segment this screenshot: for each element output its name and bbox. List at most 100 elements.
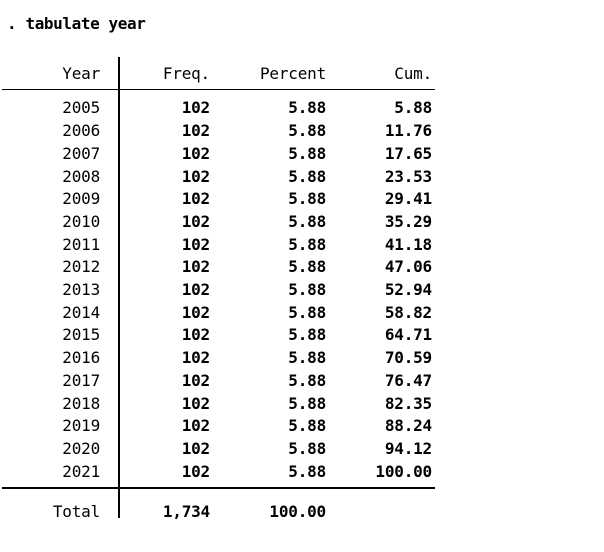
cell-cum: 17.65	[384, 143, 432, 163]
cell-cum: 52.94	[384, 280, 432, 300]
table-body: 2005 102 5.88 5.88 2006 102 5.88 11.76 2007 102 5.…	[0, 90, 437, 487]
cell-percent: 5.88	[288, 302, 326, 322]
cell-percent: 5.88	[288, 234, 326, 254]
cell-freq: 102	[181, 257, 211, 277]
cell-freq: 102	[181, 416, 211, 436]
table-row: 2021 102 5.88 100.00	[0, 461, 437, 484]
cell-freq: 102	[181, 370, 211, 390]
total-cum	[326, 500, 432, 523]
cell-cum: 11.76	[384, 121, 432, 141]
cell-percent: 5.88	[288, 438, 326, 458]
table-row: 2007 102 5.88 17.65	[0, 143, 437, 166]
table-row: 2008 102 5.88 23.53	[0, 166, 437, 189]
cell-year: 2009	[62, 189, 100, 209]
cell-year: 2019	[62, 416, 100, 436]
table-row: 2005 102 5.88 5.88	[0, 97, 437, 120]
header-rule	[2, 89, 435, 91]
cell-cum: 23.53	[384, 166, 432, 186]
cell-cum: 35.29	[384, 211, 432, 231]
cell-freq: 102	[181, 393, 211, 413]
table-row: 2010 102 5.88 35.29	[0, 211, 437, 234]
cell-year: 2016	[62, 348, 100, 368]
column-header-percent: Percent	[259, 63, 326, 83]
cell-percent: 5.88	[288, 143, 326, 163]
cell-percent: 5.88	[288, 189, 326, 209]
cell-cum: 88.24	[384, 416, 432, 436]
cell-cum: 76.47	[384, 370, 432, 390]
cell-freq: 102	[181, 438, 211, 458]
cell-year: 2008	[62, 166, 100, 186]
cell-freq: 102	[181, 98, 211, 118]
total-rule	[2, 487, 435, 489]
total-row: Total 1,734 100.00	[0, 489, 437, 523]
cell-percent: 5.88	[288, 166, 326, 186]
table-row: 2016 102 5.88 70.59	[0, 347, 437, 370]
cell-cum: 58.82	[384, 302, 432, 322]
cell-year: 2014	[62, 302, 100, 322]
cell-freq: 102	[181, 325, 211, 345]
cell-freq: 102	[181, 211, 211, 231]
cell-freq: 102	[181, 189, 211, 209]
table-row: 2017 102 5.88 76.47	[0, 370, 437, 393]
cell-percent: 5.88	[288, 416, 326, 436]
table-header-row: Year Freq. Percent Cum.	[0, 57, 437, 89]
frequency-table: Year Freq. Percent Cum. 2005 102 5.88 5.88 2…	[0, 57, 437, 523]
cell-percent: 5.88	[288, 461, 326, 481]
cell-year: 2021	[62, 461, 100, 481]
cell-cum: 64.71	[384, 325, 432, 345]
table-vertical-divider	[118, 57, 120, 518]
table-row: 2011 102 5.88 41.18	[0, 234, 437, 257]
cell-percent: 5.88	[288, 393, 326, 413]
cell-percent: 5.88	[288, 370, 326, 390]
cell-freq: 102	[181, 461, 211, 481]
cell-percent: 5.88	[288, 257, 326, 277]
cell-year: 2013	[62, 280, 100, 300]
cell-cum: 100.00	[375, 461, 432, 481]
cell-year: 2018	[62, 393, 100, 413]
cell-freq: 102	[181, 234, 211, 254]
cell-year: 2006	[62, 121, 100, 141]
cell-cum: 29.41	[384, 189, 432, 209]
cell-percent: 5.88	[288, 211, 326, 231]
cell-year: 2017	[62, 370, 100, 390]
cell-freq: 102	[181, 302, 211, 322]
column-header-cum: Cum.	[394, 63, 432, 83]
cell-freq: 102	[181, 348, 211, 368]
table-row: 2020 102 5.88 94.12	[0, 438, 437, 461]
cell-freq: 102	[181, 121, 211, 141]
table-row: 2018 102 5.88 82.35	[0, 393, 437, 416]
table-row: 2015 102 5.88 64.71	[0, 324, 437, 347]
cell-percent: 5.88	[288, 121, 326, 141]
table-row: 2019 102 5.88 88.24	[0, 415, 437, 438]
cell-freq: 102	[181, 280, 211, 300]
cell-year: 2015	[62, 325, 100, 345]
cell-year: 2010	[62, 211, 100, 231]
cell-percent: 5.88	[288, 348, 326, 368]
cell-cum: 70.59	[384, 348, 432, 368]
table-row: 2009 102 5.88 29.41	[0, 188, 437, 211]
cell-percent: 5.88	[288, 325, 326, 345]
cell-cum: 41.18	[384, 234, 432, 254]
cell-freq: 102	[181, 166, 211, 186]
cell-cum: 82.35	[384, 393, 432, 413]
cell-cum: 5.88	[394, 98, 432, 118]
cell-percent: 5.88	[288, 280, 326, 300]
cell-freq: 102	[181, 143, 211, 163]
cell-year: 2012	[62, 257, 100, 277]
column-header-freq: Freq.	[162, 63, 210, 83]
table-row: 2012 102 5.88 47.06	[0, 256, 437, 279]
cell-year: 2007	[62, 143, 100, 163]
total-label: Total	[52, 501, 100, 521]
cell-cum: 94.12	[384, 438, 432, 458]
command-line: . tabulate year	[7, 14, 146, 33]
cell-percent: 5.88	[288, 98, 326, 118]
column-header-year: Year	[62, 63, 100, 83]
table-row: 2006 102 5.88 11.76	[0, 120, 437, 143]
cell-year: 2011	[62, 234, 100, 254]
table-row: 2014 102 5.88 58.82	[0, 302, 437, 325]
cell-cum: 47.06	[384, 257, 432, 277]
table-row: 2013 102 5.88 52.94	[0, 279, 437, 302]
total-freq: 1,734	[162, 501, 210, 521]
cell-year: 2005	[62, 98, 100, 118]
